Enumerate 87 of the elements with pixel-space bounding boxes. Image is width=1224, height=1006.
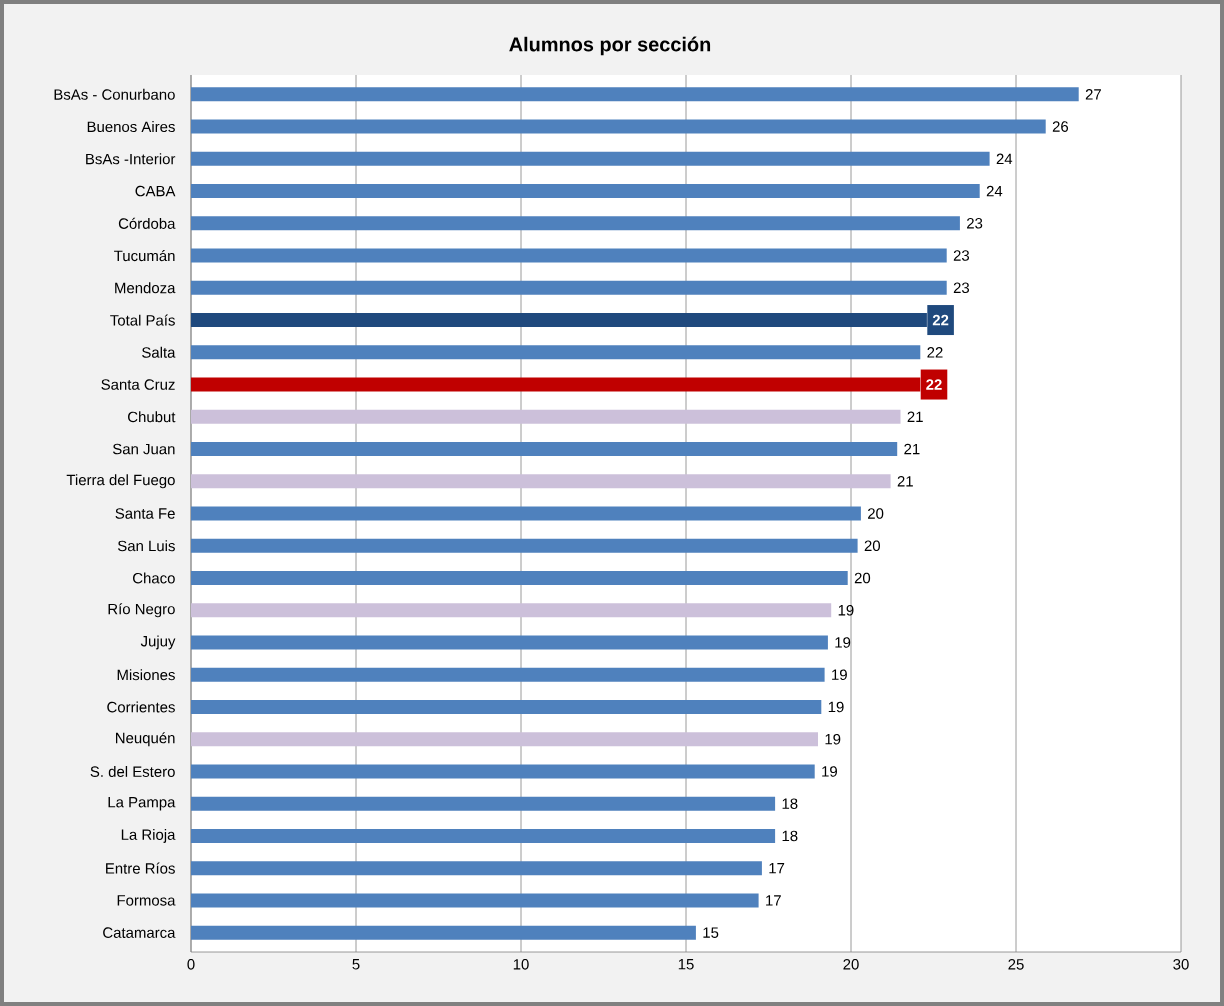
- y-tick-label: BsAs - Conurbano: [54, 88, 175, 100]
- bar: [191, 925, 696, 940]
- data-label: 19: [825, 733, 841, 745]
- x-tick-label: 10: [513, 959, 529, 970]
- y-tick-label: Chubut: [128, 411, 176, 423]
- x-tick-label: 20: [843, 959, 859, 970]
- bar: [191, 893, 759, 908]
- y-tick-label: Río Negro: [108, 603, 175, 618]
- y-tick-label: Córdoba: [118, 217, 176, 229]
- y-tick-label: Salta: [142, 346, 176, 358]
- data-label: 23: [953, 282, 970, 294]
- data-label: 19: [838, 604, 854, 616]
- y-tick-label: San Luis: [117, 540, 175, 552]
- x-tick-label: 0: [187, 959, 195, 970]
- data-label: 23: [967, 218, 983, 229]
- data-label: 22: [932, 314, 949, 326]
- bar: [191, 280, 947, 295]
- bar: [191, 828, 776, 843]
- data-label: 19: [822, 766, 837, 777]
- bar: [191, 538, 858, 553]
- y-tick-label: Chaco: [133, 572, 175, 584]
- x-tick-label: 25: [1008, 959, 1024, 970]
- y-tick-label: Entre Ríos: [106, 862, 175, 874]
- y-tick-label: Tierra del Fuego: [66, 474, 175, 489]
- y-tick-label: Neuquén: [116, 732, 175, 747]
- y-tick-label: San Juan: [112, 443, 175, 455]
- data-label: 20: [854, 572, 871, 584]
- bar: [191, 506, 861, 521]
- y-tick-label: BsAs -Interior: [86, 153, 176, 165]
- data-label: 24: [996, 153, 1013, 165]
- y-tick-label: Buenos Aires: [87, 121, 175, 133]
- y-tick-label: Catamarca: [103, 927, 176, 938]
- y-tick-label: Santa Fe: [115, 508, 175, 519]
- data-label: 19: [828, 701, 844, 713]
- data-label: 17: [766, 895, 781, 906]
- data-label: 24: [986, 185, 1003, 197]
- bar: [191, 216, 960, 231]
- bar: [191, 119, 1046, 134]
- bar: [191, 345, 921, 360]
- bar: [191, 442, 898, 457]
- y-tick-label: Tucumán: [114, 249, 175, 262]
- data-label: 15: [703, 927, 719, 938]
- bar: [191, 861, 762, 876]
- bar: [191, 151, 990, 166]
- x-tick-label: 5: [352, 959, 360, 970]
- x-tick-label: 15: [678, 959, 694, 970]
- chart-title: Alumnos por sección: [509, 36, 711, 56]
- data-label: 18: [782, 830, 798, 842]
- data-label: 19: [835, 637, 851, 648]
- y-tick-label: La Rioja: [121, 828, 176, 843]
- bar: [191, 764, 815, 779]
- x-tick-label: 30: [1173, 959, 1189, 970]
- data-label: 27: [1085, 89, 1101, 100]
- data-label: 21: [897, 476, 913, 487]
- data-label: 22: [927, 347, 943, 358]
- data-label: 23: [953, 250, 970, 261]
- data-label: 21: [904, 443, 920, 455]
- bar: [191, 732, 818, 747]
- bar: [191, 87, 1079, 102]
- y-tick-label: Corrientes: [107, 701, 175, 713]
- data-label: 17: [769, 863, 785, 874]
- bar: [191, 474, 891, 489]
- data-label: 26: [1052, 121, 1069, 132]
- y-tick-label: Total País: [110, 314, 175, 326]
- data-label: 19: [832, 669, 847, 681]
- y-tick-label: Formosa: [117, 895, 176, 906]
- y-tick-label: La Pampa: [108, 797, 176, 811]
- data-label: 21: [907, 411, 923, 422]
- data-label: 20: [868, 508, 884, 519]
- y-tick-label: S. del Estero: [90, 765, 175, 777]
- data-label: 22: [926, 379, 942, 390]
- y-tick-label: Santa Cruz: [101, 379, 175, 390]
- bar: [191, 248, 947, 263]
- bar: [191, 603, 832, 618]
- bar: [191, 570, 848, 585]
- bar: [191, 635, 828, 650]
- data-label: 20: [864, 540, 881, 552]
- y-tick-label: CABA: [135, 185, 176, 197]
- bar: [191, 796, 776, 811]
- y-tick-label: Jujuy: [140, 635, 176, 650]
- bar: [191, 184, 980, 199]
- data-label: 18: [782, 798, 798, 809]
- y-tick-label: Misiones: [117, 669, 175, 681]
- bar: [191, 699, 822, 714]
- bar: [191, 667, 825, 682]
- y-tick-label: Mendoza: [115, 282, 176, 294]
- bar: [191, 409, 901, 424]
